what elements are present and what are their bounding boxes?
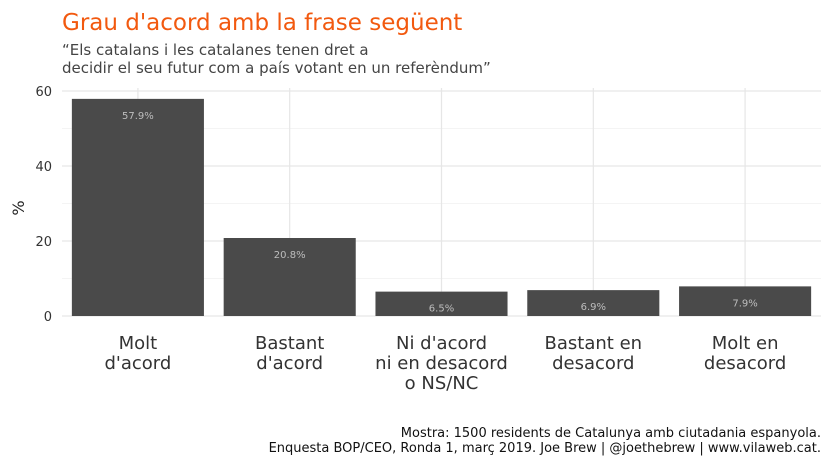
y-axis-label: % <box>9 200 28 215</box>
x-tick-label-line: Molt en <box>712 333 779 354</box>
caption-line-2: Enquesta BOP/CEO, Ronda 1, març 2019. Jo… <box>269 441 821 456</box>
bar <box>71 98 204 316</box>
x-tick-label-line: ni en desacord <box>375 353 508 374</box>
x-tick-label-line: o NS/NC <box>405 373 479 394</box>
x-tick-label: Molt en desacord <box>704 333 786 374</box>
bar-value-label: 7.9% <box>732 298 757 309</box>
bar-value-label: 6.5% <box>429 304 454 315</box>
y-tick-label: 40 <box>35 160 52 175</box>
x-tick-label: Molt d'acord <box>104 333 171 374</box>
x-tick-label-line: d'acord <box>104 353 171 374</box>
x-tick-label: Bastant en desacord <box>545 333 643 374</box>
chart-subtitle-line-1: “Els catalans i les catalanes tenen dret… <box>62 41 369 59</box>
bar-value-label: 20.8% <box>274 250 306 261</box>
x-tick-label-line: Ni d'acord <box>396 333 487 354</box>
y-tick-label: 60 <box>35 85 52 100</box>
x-tick-label-line: Bastant <box>255 333 324 354</box>
bar <box>223 238 356 316</box>
bar-value-label: 57.9% <box>122 111 154 122</box>
chart-subtitle-line-2: decidir el seu futur com a país votant e… <box>62 59 491 77</box>
bar <box>375 291 508 316</box>
x-tick-label: Bastant d'acord <box>255 333 324 374</box>
y-tick-label: 20 <box>35 235 52 250</box>
x-tick-label-line: desacord <box>552 353 634 374</box>
x-tick-label-line: desacord <box>704 353 786 374</box>
bar-value-label: 6.9% <box>581 302 606 313</box>
bar <box>527 290 660 316</box>
x-tick-label-line: d'acord <box>256 353 323 374</box>
y-axis-ticks: 0 20 40 60 <box>35 85 52 325</box>
y-tick-label: 0 <box>44 310 52 325</box>
caption-line-1: Mostra: 1500 residents de Catalunya amb … <box>401 426 821 441</box>
bars: 57.9% 20.8% 6.5% 6.9% 7.9% <box>71 98 812 316</box>
bar <box>679 286 812 316</box>
x-tick-label-line: Molt <box>119 333 158 354</box>
x-tick-label: Ni d'acord ni en desacord o NS/NC <box>375 333 508 394</box>
x-tick-label-line: Bastant en <box>545 333 643 354</box>
chart-title: Grau d'acord amb la frase següent <box>62 10 462 36</box>
